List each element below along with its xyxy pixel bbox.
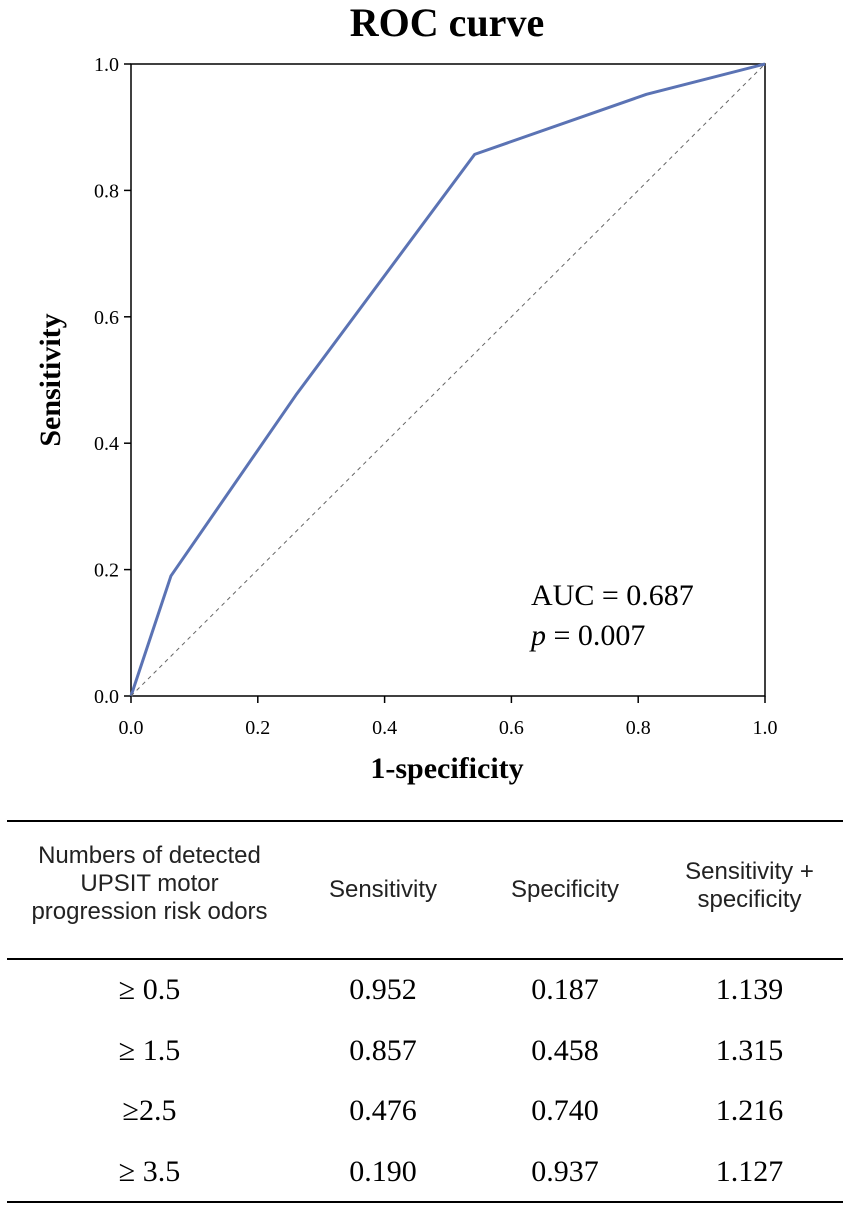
p-value: = 0.007 xyxy=(546,619,645,652)
sensitivity-cell: 0.857 xyxy=(349,1034,417,1067)
y-tick-label: 0.2 xyxy=(94,560,119,582)
sum-cell: 1.139 xyxy=(715,973,784,1006)
threshold-cell: ≥ 0.5 xyxy=(118,973,181,1006)
threshold-cell: ≥ 3.5 xyxy=(118,1155,181,1188)
header-line: Sensitivity xyxy=(328,876,438,903)
chart-title: ROC curve xyxy=(350,0,544,45)
specificity-cell: 0.740 xyxy=(531,1094,599,1127)
y-tick-label: 0.4 xyxy=(94,433,119,455)
sensitivity-cell: 0.190 xyxy=(349,1155,417,1188)
header-cell-sum: Sensitivity + specificity xyxy=(656,858,843,914)
specificity-cell: 0.187 xyxy=(531,973,599,1006)
sum-cell: 1.315 xyxy=(715,1034,784,1067)
sum-cell: 1.127 xyxy=(715,1155,784,1188)
x-tick-label: 0.6 xyxy=(499,717,524,739)
specificity-cell: 0.937 xyxy=(531,1155,599,1188)
sensitivity-cell: 0.952 xyxy=(349,973,417,1006)
y-tick-label: 0.0 xyxy=(94,686,119,708)
sensitivity-cell: 0.476 xyxy=(349,1094,417,1127)
header-cell-threshold: Numbers of detected UPSIT motor progress… xyxy=(7,842,292,926)
header-line: Numbers of detected xyxy=(38,842,261,869)
y-tick-label: 1.0 xyxy=(94,54,119,76)
x-tick-label: 1.0 xyxy=(753,717,778,739)
p-value-annotation: p = 0.007 xyxy=(529,619,645,652)
table-top-rule xyxy=(7,820,843,822)
x-tick-label: 0.8 xyxy=(626,717,651,739)
table-bottom-rule xyxy=(7,1201,843,1203)
roc-curve-line xyxy=(129,62,766,697)
auc-annotation: AUC = 0.687 xyxy=(531,579,694,612)
y-axis-label: Sensitivity xyxy=(34,313,67,446)
header-line: Sensitivity + xyxy=(685,858,814,885)
threshold-cell: ≥ 1.5 xyxy=(118,1034,181,1067)
x-axis-label: 1-specificity xyxy=(370,752,523,785)
x-tick-label: 0.2 xyxy=(245,717,270,739)
header-line: specificity xyxy=(697,886,802,913)
sum-cell: 1.216 xyxy=(715,1094,784,1127)
plot-frame xyxy=(130,63,766,697)
header-line: UPSIT motor xyxy=(80,870,219,897)
y-tick-label: 0.6 xyxy=(94,307,119,329)
roc-chart: ROC curve 0.0 0.2 0.4 0.6 0.8 1.0 0.0 0.2 0.4 0.6… xyxy=(34,0,778,785)
threshold-cell: ≥2.5 xyxy=(122,1094,177,1127)
header-line: progression risk odors xyxy=(31,898,268,925)
header-cell-sensitivity: Sensitivity xyxy=(292,876,474,904)
header-cell-specificity: Specificity xyxy=(474,876,656,904)
header-line: Specificity xyxy=(510,876,620,903)
reference-diagonal-line xyxy=(130,63,766,697)
table-header-rule xyxy=(7,958,843,960)
specificity-cell: 0.458 xyxy=(531,1034,599,1067)
x-tick-label: 0.0 xyxy=(119,717,144,739)
p-symbol: p xyxy=(529,619,546,652)
y-tick-label: 0.8 xyxy=(94,180,119,202)
x-tick-label: 0.4 xyxy=(372,717,397,739)
